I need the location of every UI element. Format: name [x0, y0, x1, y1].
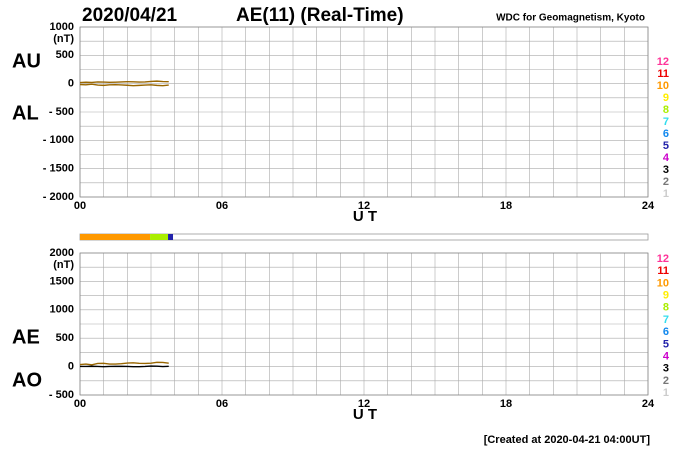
station-legend-entry: 8	[663, 104, 669, 116]
x-tick-label: 00	[74, 398, 86, 410]
station-legend-entry: 5	[663, 338, 669, 350]
station-legend-entry: 11	[657, 68, 669, 80]
x-tick-label: 12	[358, 398, 370, 410]
station-legend-entry: 3	[663, 164, 669, 176]
series-label: AL	[12, 102, 39, 124]
coverage-segment	[80, 234, 151, 240]
y-tick-label: 0	[68, 361, 74, 373]
x-axis-label: U T	[353, 208, 377, 225]
plot-frame	[79, 252, 649, 396]
y-tick-label: - 1500	[43, 163, 74, 175]
station-legend-entry: 1	[663, 188, 669, 200]
station-legend-entry: 1	[663, 387, 669, 399]
station-legend-entry: 8	[663, 302, 669, 314]
station-legend-entry: 7	[663, 314, 669, 326]
x-axis-label: U T	[353, 406, 377, 423]
y-tick-label: - 1000	[43, 134, 74, 146]
plot-frame	[79, 26, 649, 198]
series-label: AU	[12, 50, 41, 72]
y-tick-label: 1000	[50, 21, 74, 33]
station-legend-entry: 4	[663, 152, 670, 164]
date: 2020/04/21	[82, 5, 178, 26]
series-line	[79, 361, 169, 366]
series-label: AO	[12, 369, 42, 391]
unit-label: (nT)	[53, 259, 74, 271]
series-line	[79, 83, 169, 87]
x-tick-label: 18	[500, 200, 512, 212]
station-legend-entry: 10	[657, 80, 669, 92]
unit-label: (nT)	[53, 33, 74, 45]
station-legend-entry: 12	[657, 56, 669, 68]
station-legend-entry: 3	[663, 363, 669, 375]
x-tick-label: 12	[358, 200, 370, 212]
station-legend-entry: 2	[663, 375, 669, 387]
y-tick-label: 1000	[50, 304, 74, 316]
y-tick-label: 500	[56, 332, 74, 344]
x-tick-label: 18	[500, 398, 512, 410]
station-legend-entry: 9	[663, 290, 669, 302]
footer: [Created at 2020-04-21 04:00UT]	[484, 434, 651, 446]
station-legend-entry: 11	[657, 265, 669, 277]
series-line	[80, 365, 169, 368]
source: WDC for Geomagnetism, Kyoto	[496, 13, 645, 24]
station-legend-entry: 10	[657, 277, 669, 289]
y-tick-label: - 2000	[43, 191, 74, 203]
x-tick-label: 06	[216, 398, 228, 410]
x-tick-label: 24	[642, 398, 655, 410]
x-tick-label: 24	[642, 200, 655, 212]
y-tick-label: - 500	[49, 389, 74, 401]
station-legend-entry: 6	[663, 128, 669, 140]
series-label: AE	[12, 326, 40, 348]
station-legend-entry: 4	[663, 351, 670, 363]
station-legend-entry: 2	[663, 176, 669, 188]
station-legend-entry: 12	[657, 253, 669, 265]
y-tick-label: - 500	[49, 106, 74, 118]
y-tick-label: 1500	[50, 275, 74, 287]
series-line	[79, 80, 169, 84]
station-legend-entry: 6	[663, 326, 669, 338]
y-tick-label: 0	[68, 78, 74, 90]
title: AE(11) (Real-Time)	[236, 5, 404, 26]
x-tick-label: 06	[216, 200, 228, 212]
y-tick-label: 2000	[50, 247, 74, 259]
coverage-segment	[150, 234, 169, 240]
station-legend-entry: 5	[663, 140, 669, 152]
station-legend-entry: 9	[663, 92, 669, 104]
x-tick-label: 00	[74, 200, 86, 212]
y-tick-label: 500	[56, 49, 74, 61]
coverage-segment	[168, 234, 174, 240]
station-legend-entry: 7	[663, 116, 669, 128]
